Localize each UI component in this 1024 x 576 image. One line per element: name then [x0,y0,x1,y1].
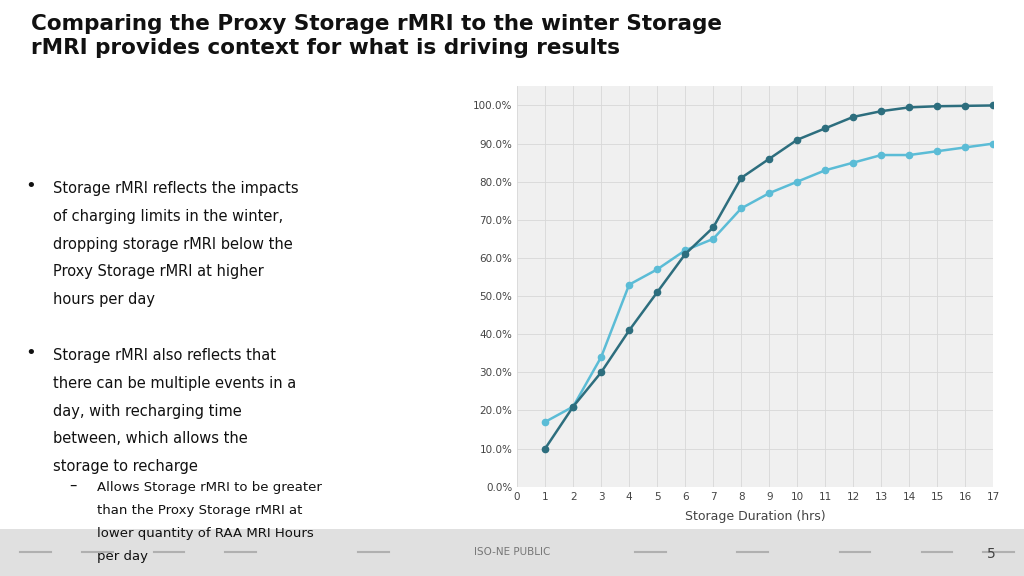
Storage rMRI [903,151,915,158]
Proxy Storage rMRI [876,108,888,115]
Storage rMRI [876,151,888,158]
Storage rMRI [819,167,831,174]
Text: –: – [70,478,77,493]
Text: hours per day: hours per day [53,292,156,307]
Text: between, which allows the: between, which allows the [53,431,248,446]
Line: Proxy Storage rMRI: Proxy Storage rMRI [542,103,996,452]
Storage rMRI [539,418,551,425]
Storage rMRI [792,178,804,185]
Text: storage to recharge: storage to recharge [53,459,198,474]
Text: Proxy Storage rMRI at higher: Proxy Storage rMRI at higher [53,264,264,279]
X-axis label: Storage Duration (hrs): Storage Duration (hrs) [685,510,825,523]
Line: Storage rMRI: Storage rMRI [542,141,996,425]
Text: Allows Storage rMRI to be greater: Allows Storage rMRI to be greater [97,481,323,494]
Text: 5: 5 [986,547,995,561]
Proxy Storage rMRI [539,445,551,452]
Proxy Storage rMRI [847,113,859,120]
Proxy Storage rMRI [819,125,831,132]
Proxy Storage rMRI [651,289,664,295]
Storage rMRI [763,190,775,196]
Proxy Storage rMRI [679,251,691,257]
Proxy Storage rMRI [595,369,607,376]
Storage rMRI [567,403,580,410]
Storage rMRI [679,247,691,254]
Storage rMRI [623,281,635,288]
Text: dropping storage rMRI below the: dropping storage rMRI below the [53,237,293,252]
Proxy Storage rMRI [903,104,915,111]
Text: day, with recharging time: day, with recharging time [53,404,242,419]
Text: lower quantity of RAA MRI Hours: lower quantity of RAA MRI Hours [97,527,314,540]
Text: of charging limits in the winter,: of charging limits in the winter, [53,209,284,224]
Proxy Storage rMRI [792,137,804,143]
Proxy Storage rMRI [735,175,748,181]
Proxy Storage rMRI [763,156,775,162]
Proxy Storage rMRI [567,403,580,410]
Storage rMRI [987,140,999,147]
Text: Storage rMRI also reflects that: Storage rMRI also reflects that [53,348,276,363]
Proxy Storage rMRI [623,327,635,334]
Text: there can be multiple events in a: there can be multiple events in a [53,376,297,391]
Text: •: • [26,177,36,195]
Proxy Storage rMRI [987,102,999,109]
Text: ISO-NE PUBLIC: ISO-NE PUBLIC [474,547,550,557]
Text: than the Proxy Storage rMRI at: than the Proxy Storage rMRI at [97,504,303,517]
Storage rMRI [931,148,943,155]
Storage rMRI [735,205,748,212]
Legend: Storage rMRI, Proxy Storage rMRI: Storage rMRI, Proxy Storage rMRI [611,555,899,576]
Storage rMRI [707,236,719,242]
Proxy Storage rMRI [959,103,972,109]
Text: Storage rMRI reflects the impacts: Storage rMRI reflects the impacts [53,181,299,196]
Storage rMRI [847,159,859,166]
Text: •: • [26,344,36,362]
Storage rMRI [959,144,972,151]
Text: Comparing the Proxy Storage rMRI to the winter Storage
rMRI provides context for: Comparing the Proxy Storage rMRI to the … [31,14,722,58]
Text: per day: per day [97,550,148,563]
Proxy Storage rMRI [931,103,943,109]
Storage rMRI [595,354,607,361]
Proxy Storage rMRI [707,224,719,231]
Storage rMRI [651,266,664,273]
